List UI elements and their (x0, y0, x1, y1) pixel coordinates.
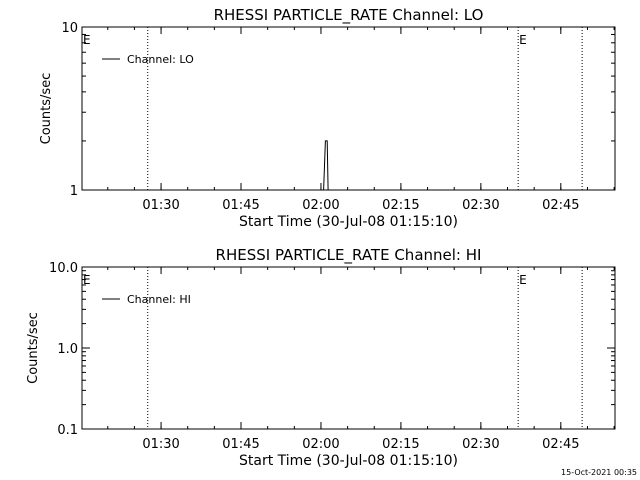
x-tick-label: 01:45 (222, 437, 259, 452)
event-marker-label: E (519, 33, 527, 47)
hi-channel-panel: RHESSI PARTICLE_RATE Channel: HI 01:30 01:… (26, 246, 616, 469)
y-tick-label: 10 (61, 21, 78, 36)
legend-entry: Channel: LO (127, 53, 194, 66)
y-axis-label: Counts/sec (39, 73, 54, 145)
event-marker-label: E (83, 273, 91, 287)
x-tick-label: 02:30 (462, 198, 499, 213)
x-tick-label: 02:00 (302, 198, 339, 213)
x-tick-label: 02:30 (462, 437, 499, 452)
y-tick-label: 1 (70, 184, 78, 199)
x-tick-label: 02:15 (382, 198, 419, 213)
y-axis-label: Counts/sec (26, 312, 41, 384)
legend-entry: Channel: HI (127, 293, 191, 306)
chart-title: RHESSI PARTICLE_RATE Channel: HI (216, 246, 482, 265)
event-marker-label: E (83, 33, 91, 47)
x-tick-label: 01:30 (142, 437, 179, 452)
event-marker-label: E (519, 273, 527, 287)
x-tick-label: 02:15 (382, 437, 419, 452)
chart-title: RHESSI PARTICLE_RATE Channel: LO (214, 6, 484, 25)
y-tick-label: 10.0 (49, 261, 78, 276)
footer-timestamp: 15-Oct-2021 00:35 (561, 468, 637, 477)
x-axis-label: Start Time (30-Jul-08 01:15:10) (239, 214, 458, 230)
x-tick-label: 01:30 (142, 198, 179, 213)
plot-frame (81, 266, 616, 430)
y-tick-label: 0.1 (57, 423, 78, 438)
x-tick-label: 02:45 (542, 198, 579, 213)
x-axis-label: Start Time (30-Jul-08 01:15:10) (239, 453, 458, 469)
x-tick-label: 02:45 (542, 437, 579, 452)
x-tick-label: 02:00 (302, 437, 339, 452)
x-tick-label: 01:45 (222, 198, 259, 213)
series-line (321, 140, 330, 191)
y-tick-label: 1.0 (57, 342, 78, 357)
plot-frame (81, 26, 616, 191)
lo-channel-panel: RHESSI PARTICLE_RATE Channel: LO 01:30 01:… (39, 6, 616, 230)
